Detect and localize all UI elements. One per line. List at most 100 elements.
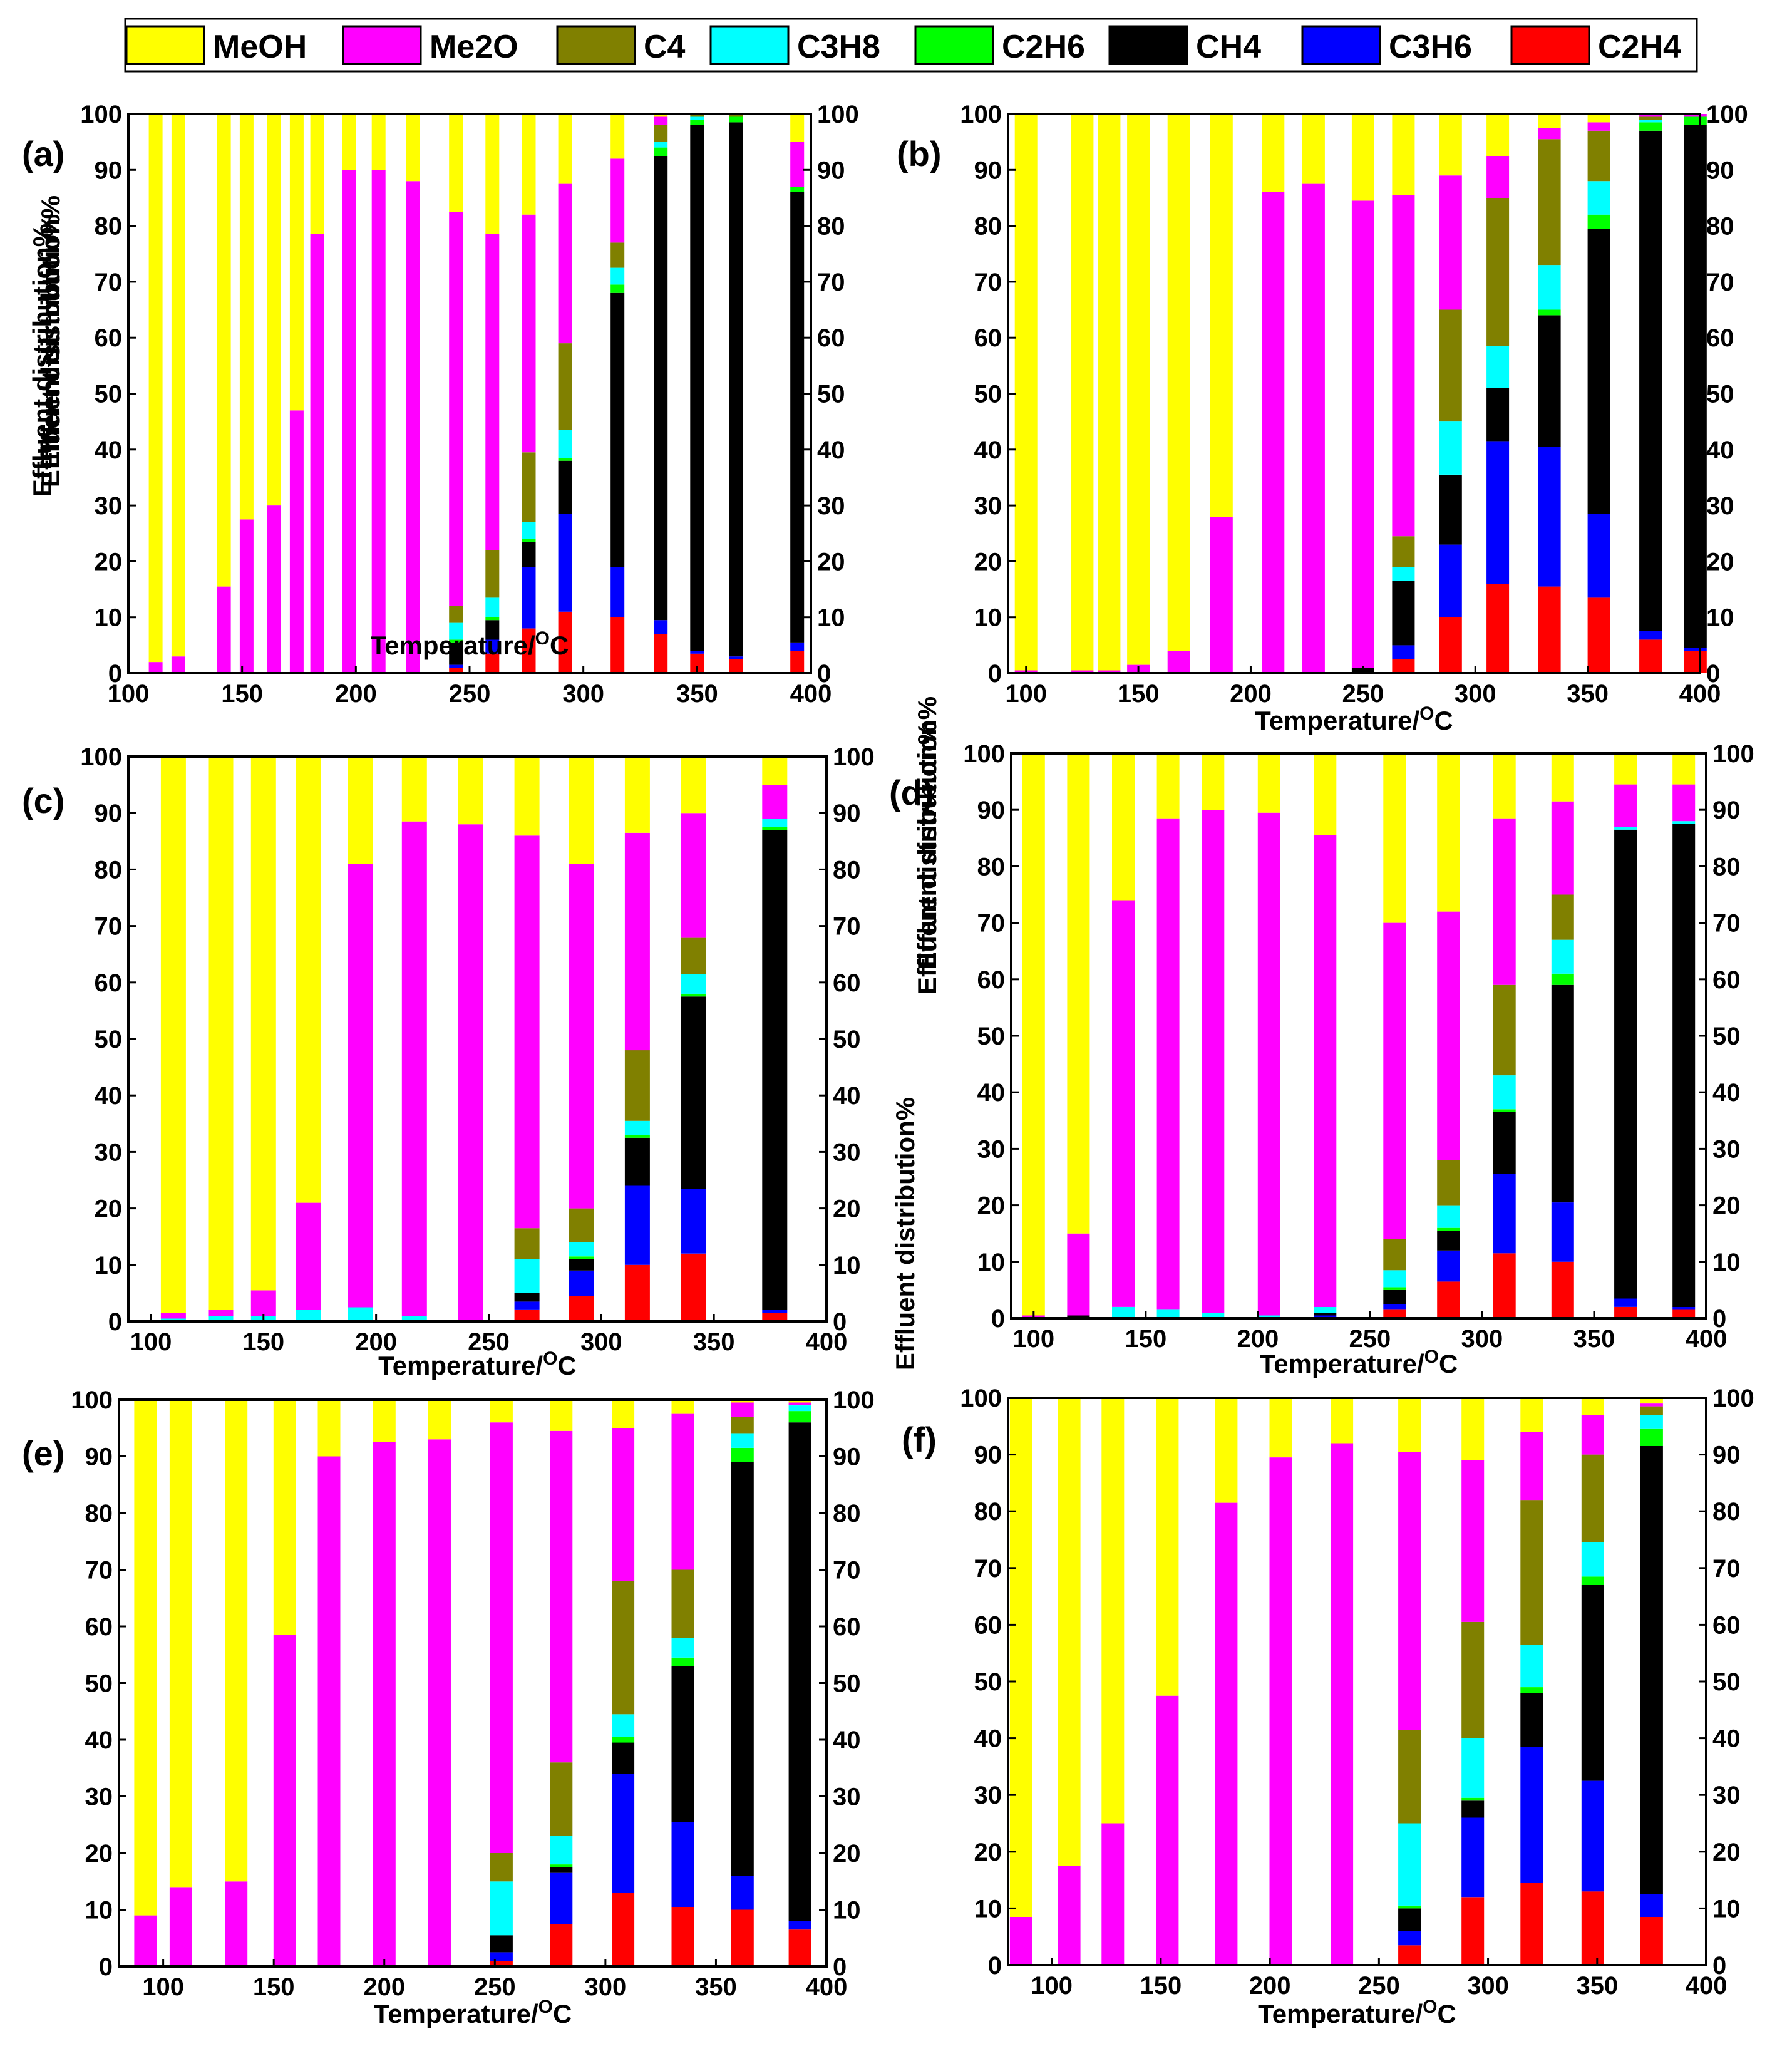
bar-segment-c4: [514, 1228, 540, 1259]
x-tick-label: 400: [806, 1328, 848, 1356]
y-tick-label-left: 50: [974, 1668, 1002, 1696]
bar-segment-c3h6: [449, 664, 463, 668]
bar-segment-c3h8: [762, 819, 788, 827]
bar-segment-c4: [610, 242, 625, 268]
bar-segment-meoh: [1167, 114, 1190, 651]
y-tick-label-right: 50: [833, 1670, 861, 1698]
bar-segment-c3h6: [490, 1952, 513, 1961]
bar-segment-c3h8: [1672, 821, 1696, 824]
bar-segment-meoh: [1058, 1398, 1081, 1866]
bar-segment-me2o: [1587, 122, 1610, 131]
y-tick-label-left: 0: [108, 1308, 122, 1336]
bar-segment-c2h4: [1587, 597, 1610, 673]
bar-segment-meoh: [289, 114, 304, 411]
bar-segment-meoh: [1640, 1398, 1663, 1404]
y-tick-label-left: 0: [99, 1953, 113, 1981]
bar-segment-c3h8: [1156, 1309, 1180, 1318]
y-tick-label-left: 40: [974, 1725, 1002, 1753]
bar-segment-meoh: [1302, 114, 1325, 184]
bar-segment-c3h6: [681, 1189, 706, 1254]
x-axis-title-text: Temperature/: [1255, 706, 1419, 735]
bar-segment-c2h6: [1684, 116, 1707, 125]
panel-label: (a): [22, 134, 64, 173]
y-tick-label-left: 30: [85, 1784, 113, 1811]
y-tick-label-right: 30: [1712, 1135, 1741, 1163]
panel-label: (e): [22, 1433, 64, 1473]
bar-segment-c2h6: [671, 1657, 694, 1666]
y-tick-label-right: 50: [1706, 381, 1734, 408]
y-tick-label-right: 0: [833, 1953, 847, 1981]
bar-segment-c2h4: [522, 628, 536, 673]
bar-segment-me2o: [296, 1202, 321, 1310]
x-tick-label: 400: [1686, 1972, 1728, 2000]
bar-segment-meoh: [267, 114, 281, 506]
x-tick-label: 350: [676, 680, 718, 708]
bar-segment-meoh: [550, 1400, 573, 1431]
bar-segment-me2o: [1331, 1443, 1354, 1965]
bar-segment-c3h6: [654, 620, 668, 634]
panel-d: 0 0 10 10 20 20 30 30 40 40 50 50 60 60 70 70 80 80 90 90 10…: [889, 721, 1754, 1378]
bar-segment-c3h8: [449, 622, 463, 640]
y-tick-label-right: 100: [1706, 101, 1748, 128]
bar-segment-ch4: [1439, 475, 1462, 545]
bar-segment-me2o: [558, 183, 572, 344]
bar-segment-meoh: [310, 114, 324, 234]
bar-segment-c3h8: [1202, 1313, 1225, 1318]
bar-segment-me2o: [373, 1442, 396, 1966]
bar-segment-c3h6: [485, 639, 500, 654]
y-tick-label-right: 10: [817, 604, 845, 632]
y-tick-label-left: 80: [95, 856, 123, 884]
y-tick-label-left: 10: [974, 604, 1002, 632]
y-tick-label-right: 30: [1706, 492, 1734, 520]
legend-label-c3h6: C3H6: [1389, 29, 1472, 65]
x-axis-title-superscript: O: [1423, 1996, 1437, 2017]
y-tick-label-left: 50: [95, 1026, 123, 1053]
bar-segment-me2o: [428, 1439, 451, 1966]
bar-segment-c3h8: [624, 1120, 650, 1135]
x-tick-label: 200: [363, 1973, 405, 2001]
y-tick-label-right: 30: [833, 1784, 861, 1811]
bar-segment-meoh: [788, 1400, 811, 1403]
y-tick-label-right: 90: [1712, 1442, 1741, 1469]
bar-segment-me2o: [1439, 175, 1462, 310]
bar-segment-c4: [1581, 1454, 1604, 1542]
bar-segment-me2o: [671, 1413, 694, 1570]
bar-segment-c2h4: [681, 1253, 706, 1321]
bar-segment-c3h8: [788, 1405, 811, 1412]
bar-segment-c4: [1398, 1730, 1421, 1824]
bar-segment-c4: [1587, 130, 1610, 182]
bar-segment-c4: [1439, 309, 1462, 422]
bar-segment-c3h8: [671, 1638, 694, 1658]
bar-segment-c4: [449, 606, 463, 623]
bar-segment-ch4: [1640, 1446, 1663, 1894]
panel-b: 0 0 10 10 20 20 30 30 40 40 50 50 60 60 70 70 80 80 90 90 10…: [897, 101, 1748, 969]
x-tick-label: 150: [221, 680, 263, 708]
panel-c: 0 0 10 10 20 20 30 30 40 40 50 50 60 60 70 70 80 80 90 90 10…: [22, 214, 875, 1380]
x-tick-label: 250: [1358, 1972, 1400, 2000]
bar-segment-meoh: [296, 757, 321, 1203]
y-tick-label-left: 60: [974, 1611, 1002, 1639]
x-axis-title: Temperature/OC: [1258, 1996, 1456, 2028]
bar-segment-ch4: [1398, 1908, 1421, 1931]
bar-segment-c3h6: [729, 656, 743, 659]
bar-segment-me2o: [1538, 128, 1561, 140]
y-tick-label-right: 70: [833, 1557, 861, 1584]
bar-segment-c4: [654, 125, 668, 142]
bar-segment-c3h8: [401, 1316, 427, 1321]
y-tick-label-left: 90: [85, 1444, 113, 1471]
legend-label-c4: C4: [644, 29, 686, 65]
y-tick-label-left: 40: [95, 1082, 123, 1110]
bar-segment-me2o: [267, 505, 281, 673]
bar-segment-meoh: [681, 757, 706, 814]
y-tick-label-right: 0: [1712, 1952, 1726, 1980]
bar-segment-c2h4: [514, 1310, 540, 1321]
y-tick-label-right: 100: [833, 1387, 875, 1414]
y-tick-label-right: 30: [833, 1139, 861, 1166]
y-tick-label-right: 0: [1706, 660, 1720, 688]
bar-segment-ch4: [1314, 1313, 1337, 1316]
y-tick-label-right: 90: [1706, 157, 1734, 184]
bar-segment-c4: [729, 114, 743, 117]
bar-segment-ch4: [1684, 125, 1707, 648]
bar-segment-me2o: [610, 158, 625, 243]
